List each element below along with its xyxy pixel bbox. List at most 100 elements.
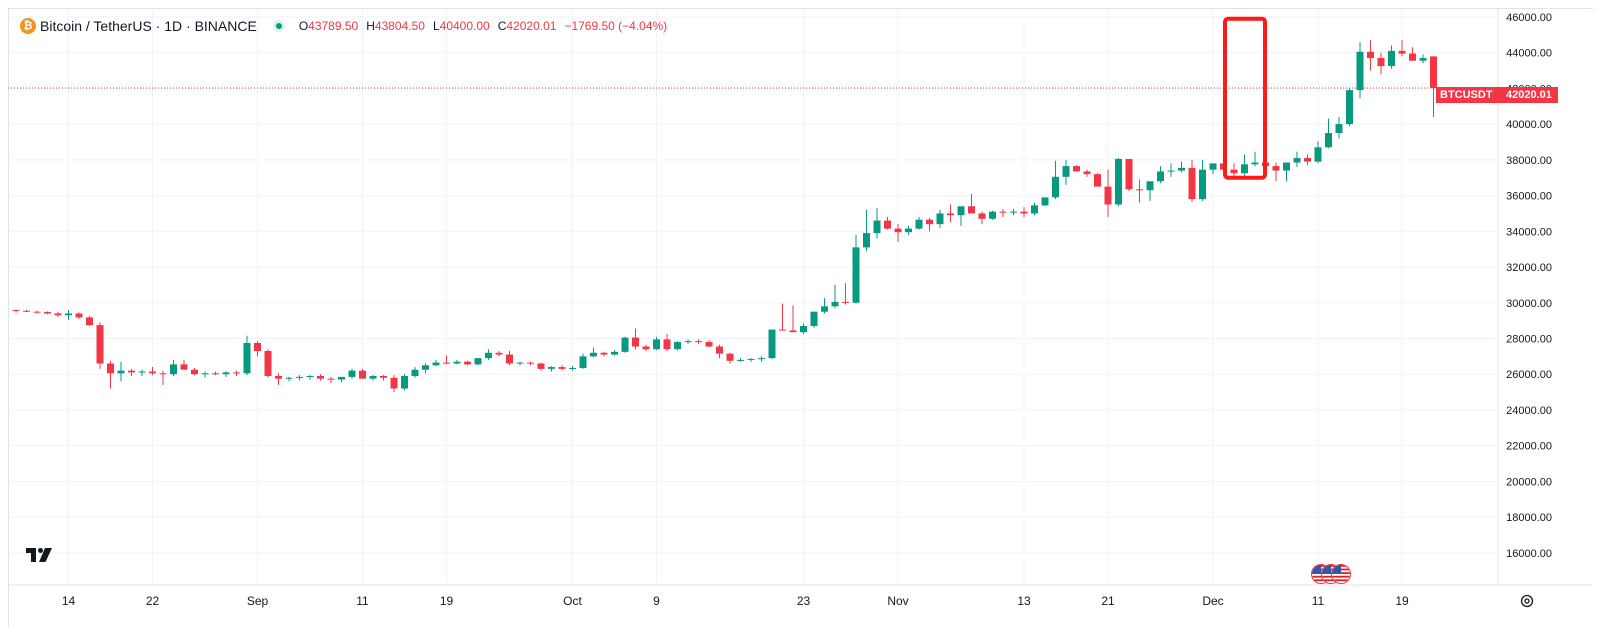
tradingview-logo-icon[interactable] (24, 542, 54, 568)
candle-body (117, 370, 125, 374)
candle-body (1335, 124, 1343, 134)
candle-down (380, 375, 387, 381)
candle-up (201, 371, 209, 378)
candle-body (233, 372, 240, 374)
y-tick-label: 18000.00 (1506, 512, 1552, 524)
x-axis-ticks: 14 22 Sep 11 19 Oct 9 23 Nov 13 21 Dec 11 19 (62, 594, 1409, 608)
candle-body (317, 375, 324, 379)
x-tick-label: 23 (797, 594, 811, 608)
candle-body (1398, 50, 1406, 54)
candle-body (1241, 164, 1248, 174)
candle-body (54, 313, 62, 316)
candle-down (884, 217, 891, 230)
candle-down (926, 217, 933, 232)
candle-body (306, 375, 314, 377)
candle-body (821, 306, 828, 312)
candle-body (96, 325, 104, 364)
candle-up (674, 341, 681, 351)
candle-body (338, 376, 345, 380)
candle-body (65, 313, 72, 316)
candle-down (359, 368, 366, 379)
candle-down (695, 339, 702, 344)
candle-body (1251, 162, 1259, 165)
candle-up (348, 368, 356, 379)
candle-down (894, 224, 902, 243)
y-tick-label: 22000.00 (1506, 441, 1552, 453)
price-tag-value: 42020.01 (1506, 89, 1552, 101)
last-price-tag[interactable]: BTCUSDT 42020.01 (1436, 87, 1558, 103)
candle-body (348, 370, 356, 377)
economic-events[interactable] (1311, 564, 1353, 586)
candle-up (737, 358, 744, 362)
candle-body (1094, 174, 1101, 187)
candle-body (380, 375, 387, 378)
candle-body (905, 228, 912, 233)
x-tick-label: Dec (1202, 594, 1223, 608)
candle-up (936, 209, 944, 228)
us-flag-icon[interactable] (1331, 564, 1351, 584)
candle-body (1031, 205, 1038, 214)
candle-up (590, 347, 597, 358)
candle-down (506, 350, 513, 366)
candle-down (1377, 52, 1385, 75)
candle-body (33, 311, 41, 313)
candle-body (327, 378, 335, 380)
candle-body (264, 350, 272, 376)
candle-body (359, 370, 366, 379)
highlight-box (1223, 16, 1267, 180)
candle-body (44, 312, 51, 314)
candle-down (978, 211, 986, 225)
candle-down (107, 360, 114, 389)
candle-body (537, 363, 545, 369)
candle-up (800, 323, 807, 335)
x-tick-label: 19 (440, 594, 454, 608)
candle-up (243, 335, 251, 376)
candle-up (1115, 158, 1122, 207)
x-tick-label: 19 (1395, 594, 1409, 608)
candle-up (411, 367, 419, 378)
candle-body (915, 219, 923, 229)
gear-icon[interactable] (1518, 592, 1536, 610)
y-tick-label: 16000.00 (1506, 548, 1552, 560)
candle-body (957, 206, 965, 216)
candle-body (485, 352, 492, 359)
candle-up (989, 210, 996, 220)
candle-up (569, 366, 576, 371)
candle-up (831, 284, 839, 309)
candle-body (516, 362, 524, 364)
candle-body (180, 364, 188, 370)
candle-down (558, 365, 566, 371)
ohlc-low: L40400.00 (432, 19, 490, 33)
candle-body (579, 356, 587, 368)
candle-down (1272, 162, 1280, 182)
y-axis-ticks: 46000.0044000.0042000.0040000.0038000.00… (1506, 12, 1552, 560)
candle-body (758, 358, 765, 360)
market-status-icon[interactable] (272, 20, 285, 32)
candle-body (149, 371, 156, 374)
candle-down (1430, 56, 1437, 117)
candle-up (65, 309, 72, 320)
candle-down (23, 309, 30, 313)
candle-up (1157, 166, 1164, 184)
candle-up (758, 356, 765, 362)
candle-body (464, 361, 471, 365)
candle-up (611, 350, 618, 356)
candle-up (957, 206, 965, 226)
candle-body (296, 376, 303, 378)
candle-down (180, 359, 188, 370)
symbol-title[interactable]: Bitcoin / TetherUS · 1D · BINANCE (40, 18, 257, 34)
candle-body (569, 367, 576, 369)
y-tick-label: 44000.00 (1506, 48, 1552, 60)
candle-up (1052, 160, 1059, 200)
candle-body (527, 362, 534, 364)
candle-body (947, 213, 954, 216)
candle-body (768, 329, 776, 359)
candle-body (884, 220, 891, 229)
candle-down (537, 362, 545, 371)
candle-body (1199, 169, 1206, 200)
candle-down (317, 374, 324, 381)
candle-up (863, 209, 870, 251)
candle-body (191, 369, 198, 375)
